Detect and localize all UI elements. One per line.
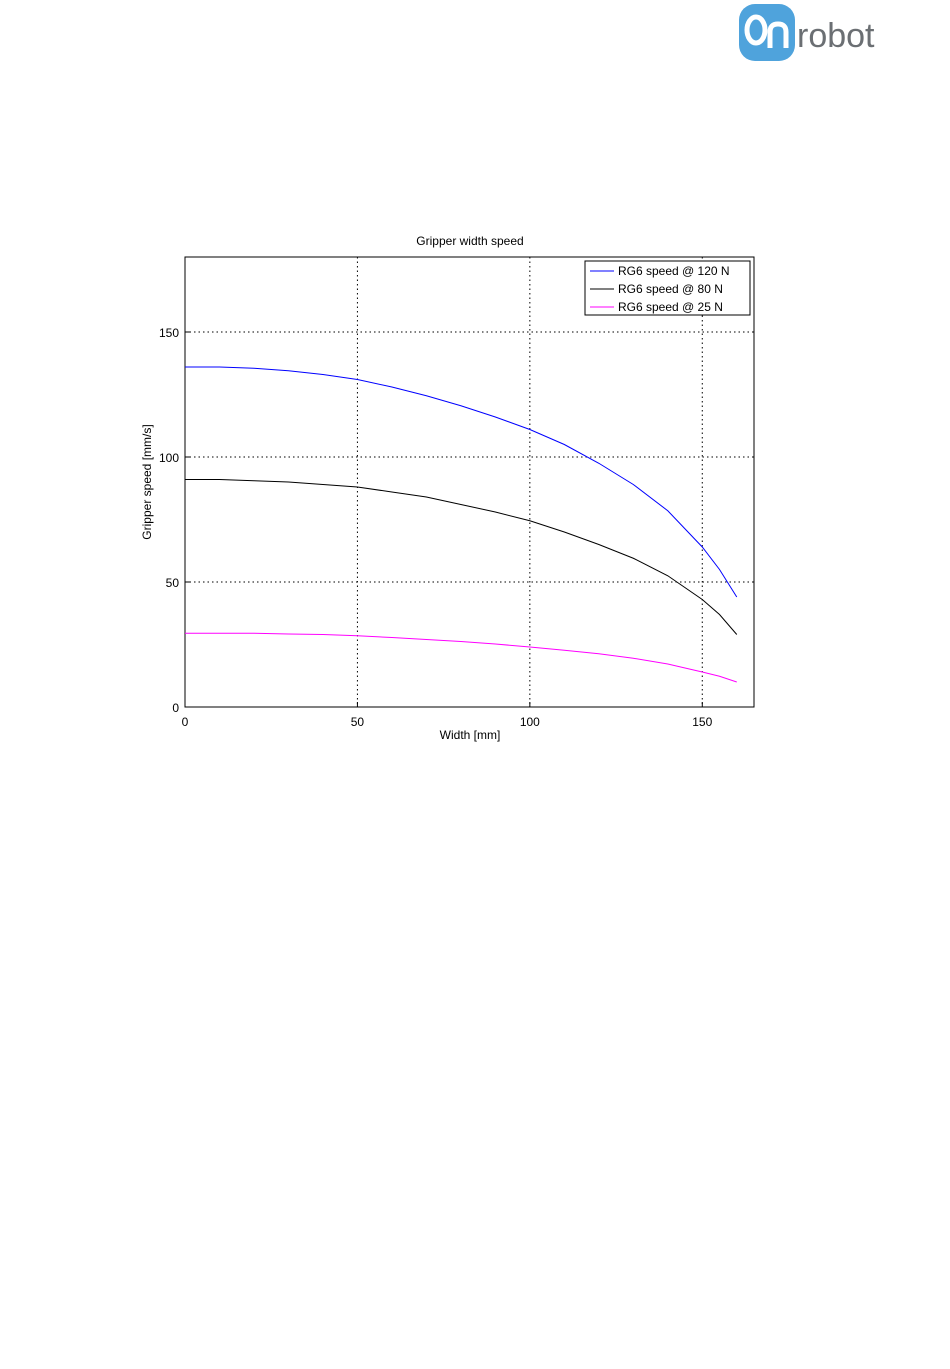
y-tick-label: 50 [166,576,180,590]
y-tick-label: 0 [172,701,179,715]
y-tick-label: 100 [159,451,179,465]
logo-n [767,21,789,48]
x-tick-label: 150 [692,715,712,729]
y-tick-label: 150 [159,326,179,340]
plot-frame [184,256,755,708]
legend-box [584,260,751,316]
x-tick-label: 50 [351,715,365,729]
logo-o [744,14,768,46]
logo: robot [739,4,875,61]
y-axis-label: Gripper speed [mm/s] [140,424,154,539]
legend-label: RG6 speed @ 80 N [618,282,723,296]
x-axis-label: Width [mm] [440,728,501,742]
legend-label: RG6 speed @ 25 N [618,300,723,314]
series-line [185,479,738,635]
x-tick-label: 0 [182,715,189,729]
logo-text: robot [797,17,875,55]
series-line [185,366,738,598]
chart-title: Gripper width speed [416,234,523,248]
series-line [185,632,737,683]
legend-label: RG6 speed @ 120 N [618,264,730,278]
x-tick-label: 100 [520,715,540,729]
